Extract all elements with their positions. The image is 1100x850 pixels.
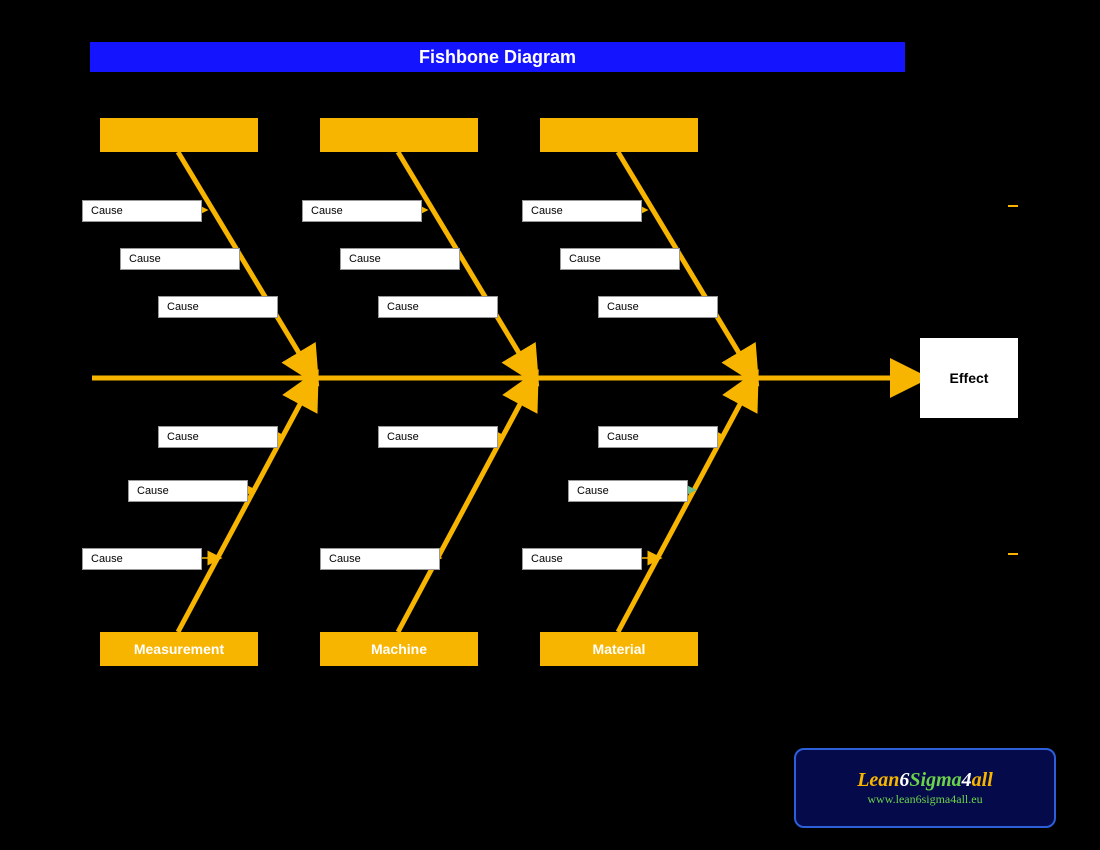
side-tick-1: [1008, 553, 1018, 555]
brand-logo: Lean6Sigma4all www.lean6sigma4all.eu: [794, 748, 1056, 828]
cause-bottom-2-1: Cause: [568, 480, 688, 502]
cause-top-0-2: Cause: [158, 296, 278, 318]
category-top-0: [100, 118, 258, 152]
cause-bottom-0-2: Cause: [82, 548, 202, 570]
effect-box: Effect: [920, 338, 1018, 418]
category-top-1: [320, 118, 478, 152]
category-bottom-2: Material: [540, 632, 698, 666]
cause-top-1-1: Cause: [340, 248, 460, 270]
page-title: Fishbone Diagram: [90, 42, 905, 72]
logo-segment: all: [972, 769, 993, 791]
cause-bottom-1-0: Cause: [378, 426, 498, 448]
category-bottom-0: Measurement: [100, 632, 258, 666]
category-top-2: [540, 118, 698, 152]
cause-bottom-2-2: Cause: [522, 548, 642, 570]
side-tick-0: [1008, 205, 1018, 207]
cause-top-2-0: Cause: [522, 200, 642, 222]
logo-segment: Lean: [857, 769, 899, 791]
logo-segment: 6: [899, 769, 909, 791]
cause-bottom-1-1: Cause: [320, 548, 440, 570]
cause-bottom-0-1: Cause: [128, 480, 248, 502]
category-bottom-1: Machine: [320, 632, 478, 666]
logo-segment: Sigma: [909, 769, 961, 791]
cause-top-2-2: Cause: [598, 296, 718, 318]
cause-bottom-2-0: Cause: [598, 426, 718, 448]
cause-top-0-0: Cause: [82, 200, 202, 222]
cause-top-1-0: Cause: [302, 200, 422, 222]
cause-top-2-1: Cause: [560, 248, 680, 270]
brand-url: www.lean6sigma4all.eu: [867, 792, 982, 807]
cause-bottom-0-0: Cause: [158, 426, 278, 448]
logo-segment: 4: [962, 769, 972, 791]
cause-top-0-1: Cause: [120, 248, 240, 270]
cause-top-1-2: Cause: [378, 296, 498, 318]
